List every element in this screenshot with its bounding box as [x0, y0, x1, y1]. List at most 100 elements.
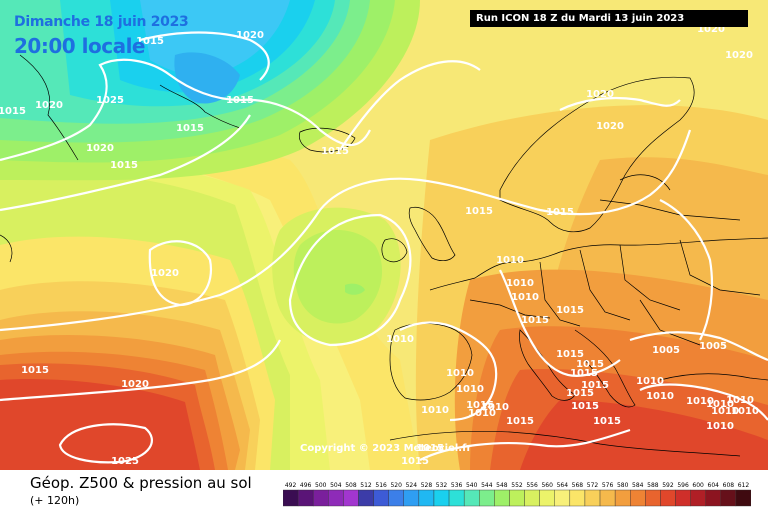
pressure-label: 1015 [570, 368, 598, 379]
scale-value: 580 [617, 482, 629, 489]
pressure-label: 1010 [496, 255, 524, 266]
isobar [499, 269, 621, 377]
scale-value: 572 [587, 482, 599, 489]
pressure-label: 1025 [96, 95, 124, 106]
scale-value: 544 [481, 482, 493, 489]
scale-value: 528 [421, 482, 433, 489]
pressure-label: 1015 [226, 95, 254, 106]
scale-swatch [660, 489, 676, 507]
coastline [0, 234, 13, 263]
legend-title: Géop. Z500 & pression au sol [30, 474, 252, 492]
scale-swatch [448, 489, 465, 507]
isobar [659, 199, 714, 341]
pressure-label: 1015 [581, 380, 609, 391]
pressure-label: 1020 [86, 143, 114, 154]
pressure-label: 1015 [321, 146, 349, 157]
pressure-label: 1020 [236, 30, 264, 41]
pressure-label: 1010 [456, 384, 484, 395]
scale-swatch [403, 489, 420, 507]
scale-swatch [614, 489, 631, 507]
pressure-label: 1005 [699, 341, 727, 352]
scale-swatch [524, 489, 540, 507]
isobar [419, 428, 631, 461]
pressure-label: 1015 [546, 207, 574, 218]
isobar [58, 423, 153, 464]
pressure-label: 1020 [151, 268, 179, 279]
pressure-label: 1010 [711, 406, 739, 417]
scale-swatch [720, 489, 737, 507]
pressure-label: 1015 [571, 401, 599, 412]
coastline [389, 323, 473, 401]
pressure-label: 1010 [686, 396, 714, 407]
scale-value: 504 [330, 482, 342, 489]
pressure-label: 1020 [586, 89, 614, 100]
forecast-date: Dimanche 18 juin 2023 [14, 14, 189, 30]
pressure-label: 1025 [111, 456, 139, 467]
pressure-label: 1015 [521, 315, 549, 326]
scale-value: 548 [496, 482, 508, 489]
pressure-label: 1005 [652, 345, 680, 356]
scale-swatch [705, 489, 722, 507]
copyright: Copyright © 2023 Meteociel.fr [300, 443, 472, 454]
scale-value: 540 [466, 482, 478, 489]
isobar [639, 383, 768, 421]
pressure-label: 1010 [481, 402, 509, 413]
pressure-label: 1010 [468, 408, 496, 419]
scale-swatch [554, 489, 571, 507]
scale-swatch [630, 489, 646, 507]
scale-swatch [328, 489, 344, 507]
scale-swatch [599, 489, 616, 507]
pressure-label: 1015 [466, 400, 494, 411]
scale-value: 556 [526, 482, 538, 489]
scale-swatch [539, 489, 555, 507]
scale-swatch [509, 489, 525, 507]
pressure-label: 1015 [556, 305, 584, 316]
coastline [19, 54, 79, 161]
coastline [389, 430, 741, 457]
isobar [139, 31, 270, 81]
scale-value: 512 [360, 482, 372, 489]
scale-swatch [584, 489, 601, 507]
scale-value: 596 [677, 482, 689, 489]
scale-swatch [418, 489, 435, 507]
scale-value: 600 [692, 482, 704, 489]
scale-swatch [373, 489, 389, 507]
scale-value: 508 [345, 482, 357, 489]
scale-swatch [343, 489, 359, 507]
border [639, 299, 701, 346]
isobar [559, 96, 681, 111]
pressure-label: 1015 [21, 365, 49, 376]
scale-value: 516 [375, 482, 387, 489]
scale-swatch [690, 489, 706, 507]
pressure-label: 1015 [176, 123, 204, 134]
pressure-label: 1015 [110, 160, 138, 171]
coastline [298, 127, 356, 153]
scale-value: 500 [315, 482, 327, 489]
coastline [499, 76, 695, 233]
coastline [408, 206, 456, 262]
coastline [159, 84, 241, 129]
isobar [629, 331, 768, 362]
scale-value: 524 [406, 482, 418, 489]
pressure-label: 1010 [726, 395, 754, 406]
pressure-label: 1020 [596, 121, 624, 132]
pressure-label: 1015 [576, 359, 604, 370]
scale-value: 584 [632, 482, 644, 489]
border [619, 244, 681, 311]
z500-band [345, 283, 365, 295]
coastline [429, 237, 768, 291]
scale-swatch [433, 489, 450, 507]
pressure-label: 1015 [465, 206, 493, 217]
legend-subtitle: (+ 120h) [30, 494, 80, 507]
scale-value: 564 [557, 482, 569, 489]
scale-value: 552 [511, 482, 523, 489]
pressure-label: 1015 [416, 443, 444, 454]
coastline [659, 373, 768, 381]
isobar [0, 58, 371, 162]
scale-swatch [463, 489, 480, 507]
pressure-label: 1015 [556, 349, 584, 360]
isobar [148, 240, 213, 307]
border [469, 299, 551, 319]
z500-band [293, 230, 383, 324]
scale-value: 496 [300, 482, 312, 489]
